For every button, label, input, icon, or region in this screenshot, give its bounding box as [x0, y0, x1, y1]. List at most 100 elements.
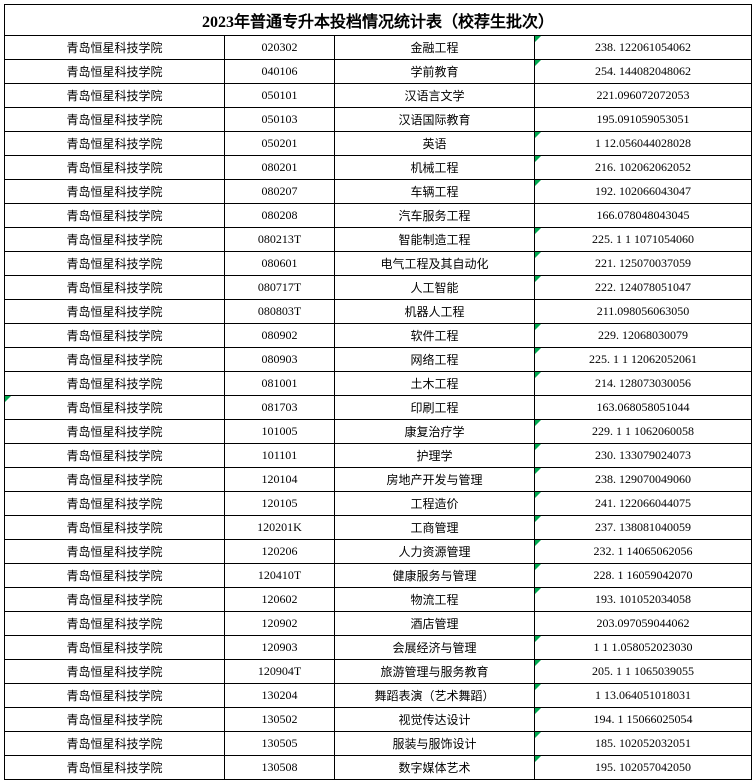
cell-school: 青岛恒星科技学院: [5, 444, 225, 468]
table-row: 青岛恒星科技学院101005康复治疗学229. 1 1 1062060058: [5, 420, 752, 444]
cell-code: 050103: [225, 108, 335, 132]
cell-score: 228. 1 16059042070: [535, 564, 752, 588]
cell-major: 汽车服务工程: [335, 204, 535, 228]
table-row: 青岛恒星科技学院080201机械工程216. 102062062052: [5, 156, 752, 180]
cell-score: 229. 12068030079: [535, 324, 752, 348]
cell-score: 1 1 1.058052023030: [535, 636, 752, 660]
cell-school: 青岛恒星科技学院: [5, 372, 225, 396]
cell-score: 211.098056063050: [535, 300, 752, 324]
cell-major: 健康服务与管理: [335, 564, 535, 588]
cell-code: 080902: [225, 324, 335, 348]
cell-score: 205. 1 1 1065039055: [535, 660, 752, 684]
cell-major: 工程造价: [335, 492, 535, 516]
cell-score: 195. 102057042050: [535, 756, 752, 780]
cell-school: 青岛恒星科技学院: [5, 612, 225, 636]
cell-major: 网络工程: [335, 348, 535, 372]
table-row: 青岛恒星科技学院130505服装与服饰设计185. 102052032051: [5, 732, 752, 756]
cell-score: 203.097059044062: [535, 612, 752, 636]
cell-major: 电气工程及其自动化: [335, 252, 535, 276]
cell-major: 智能制造工程: [335, 228, 535, 252]
cell-code: 040106: [225, 60, 335, 84]
cell-score: 185. 102052032051: [535, 732, 752, 756]
cell-code: 120104: [225, 468, 335, 492]
table-row: 青岛恒星科技学院120105工程造价241. 122066044075: [5, 492, 752, 516]
cell-school: 青岛恒星科技学院: [5, 708, 225, 732]
cell-code: 081001: [225, 372, 335, 396]
cell-major: 学前教育: [335, 60, 535, 84]
table-row: 青岛恒星科技学院050103汉语国际教育195.091059053051: [5, 108, 752, 132]
table-row: 青岛恒星科技学院081703印刷工程163.068058051044: [5, 396, 752, 420]
cell-school: 青岛恒星科技学院: [5, 660, 225, 684]
cell-major: 舞蹈表演（艺术舞蹈）: [335, 684, 535, 708]
cell-major: 康复治疗学: [335, 420, 535, 444]
cell-code: 080208: [225, 204, 335, 228]
cell-score: 194. 1 15066025054: [535, 708, 752, 732]
cell-code: 050201: [225, 132, 335, 156]
table-row: 青岛恒星科技学院120206人力资源管理232. 1 14065062056: [5, 540, 752, 564]
table-row: 青岛恒星科技学院080803T机器人工程211.098056063050: [5, 300, 752, 324]
cell-major: 人力资源管理: [335, 540, 535, 564]
table-row: 青岛恒星科技学院120602物流工程193. 101052034058: [5, 588, 752, 612]
cell-school: 青岛恒星科技学院: [5, 156, 225, 180]
cell-code: 101005: [225, 420, 335, 444]
cell-major: 汉语言文学: [335, 84, 535, 108]
table-row: 青岛恒星科技学院020302金融工程238. 122061054062: [5, 36, 752, 60]
cell-score: 163.068058051044: [535, 396, 752, 420]
cell-major: 房地产开发与管理: [335, 468, 535, 492]
table-row: 青岛恒星科技学院050201英语1 12.056044028028: [5, 132, 752, 156]
cell-score: 225. 1 1 12062052061: [535, 348, 752, 372]
cell-score: 221. 125070037059: [535, 252, 752, 276]
cell-code: 120902: [225, 612, 335, 636]
cell-score: 222. 124078051047: [535, 276, 752, 300]
cell-school: 青岛恒星科技学院: [5, 540, 225, 564]
table-row: 青岛恒星科技学院080902软件工程229. 12068030079: [5, 324, 752, 348]
table-row: 青岛恒星科技学院050101汉语言文学221.096072072053: [5, 84, 752, 108]
cell-major: 软件工程: [335, 324, 535, 348]
cell-school: 青岛恒星科技学院: [5, 756, 225, 780]
cell-school: 青岛恒星科技学院: [5, 564, 225, 588]
table-row: 青岛恒星科技学院080903网络工程225. 1 1 12062052061: [5, 348, 752, 372]
cell-school: 青岛恒星科技学院: [5, 60, 225, 84]
table-row: 青岛恒星科技学院120410T健康服务与管理228. 1 16059042070: [5, 564, 752, 588]
table-row: 青岛恒星科技学院120104房地产开发与管理238. 129070049060: [5, 468, 752, 492]
cell-school: 青岛恒星科技学院: [5, 180, 225, 204]
table-row: 青岛恒星科技学院080213T智能制造工程225. 1 1 1071054060: [5, 228, 752, 252]
cell-code: 080207: [225, 180, 335, 204]
cell-code: 120602: [225, 588, 335, 612]
cell-school: 青岛恒星科技学院: [5, 252, 225, 276]
cell-school: 青岛恒星科技学院: [5, 300, 225, 324]
cell-code: 120206: [225, 540, 335, 564]
cell-major: 英语: [335, 132, 535, 156]
cell-code: 020302: [225, 36, 335, 60]
cell-major: 人工智能: [335, 276, 535, 300]
table-row: 青岛恒星科技学院080601电气工程及其自动化221. 125070037059: [5, 252, 752, 276]
cell-code: 120105: [225, 492, 335, 516]
cell-score: 221.096072072053: [535, 84, 752, 108]
cell-score: 238. 129070049060: [535, 468, 752, 492]
stats-table: 2023年普通专升本投档情况统计表（校荐生批次）青岛恒星科技学院020302金融…: [4, 4, 752, 780]
cell-score: 1 12.056044028028: [535, 132, 752, 156]
table-row: 青岛恒星科技学院130502视觉传达设计194. 1 15066025054: [5, 708, 752, 732]
cell-major: 服装与服饰设计: [335, 732, 535, 756]
cell-code: 120903: [225, 636, 335, 660]
table-row: 青岛恒星科技学院080208汽车服务工程166.078048043045: [5, 204, 752, 228]
cell-score: 237. 138081040059: [535, 516, 752, 540]
table-row: 青岛恒星科技学院120903会展经济与管理1 1 1.058052023030: [5, 636, 752, 660]
cell-score: 254. 144082048062: [535, 60, 752, 84]
cell-school: 青岛恒星科技学院: [5, 132, 225, 156]
cell-score: 166.078048043045: [535, 204, 752, 228]
cell-school: 青岛恒星科技学院: [5, 36, 225, 60]
cell-school: 青岛恒星科技学院: [5, 516, 225, 540]
cell-major: 土木工程: [335, 372, 535, 396]
cell-code: 120904T: [225, 660, 335, 684]
cell-major: 机械工程: [335, 156, 535, 180]
table-row: 青岛恒星科技学院130508数字媒体艺术195. 102057042050: [5, 756, 752, 780]
table-title: 2023年普通专升本投档情况统计表（校荐生批次）: [5, 5, 752, 36]
cell-school: 青岛恒星科技学院: [5, 348, 225, 372]
cell-code: 080903: [225, 348, 335, 372]
table-row: 青岛恒星科技学院040106学前教育254. 144082048062: [5, 60, 752, 84]
table-row: 青岛恒星科技学院120201K工商管理237. 138081040059: [5, 516, 752, 540]
cell-school: 青岛恒星科技学院: [5, 276, 225, 300]
cell-code: 130508: [225, 756, 335, 780]
cell-score: 230. 133079024073: [535, 444, 752, 468]
